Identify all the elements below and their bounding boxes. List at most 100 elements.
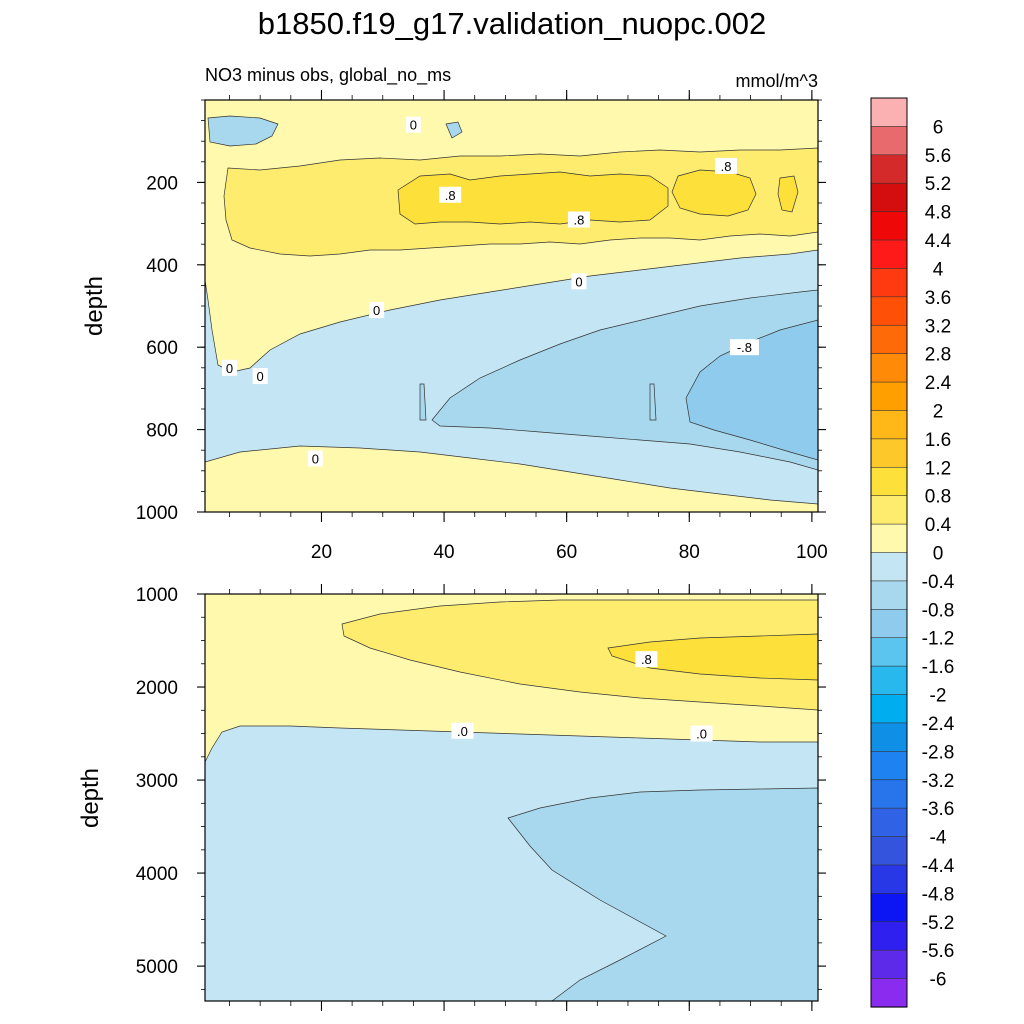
upper-surface-negative [207,115,279,147]
colorbar-swatch [870,893,908,923]
colorbar-label: -4.8 [922,884,955,905]
contour-label-bg [369,302,385,319]
colorbar-swatch [870,836,908,866]
colorbar-swatch [870,523,908,554]
lower-ticks: 1000 2000 3000 4000 5000 [136,584,826,1011]
colorbar-swatch [870,495,908,525]
colorbar-swatch [870,126,908,156]
y-tick-label: 5000 [136,957,178,978]
contour-label-bg [252,368,268,385]
y-tick-label: 1000 [136,585,178,606]
y-tick-label: 3000 [136,771,178,792]
colorbar-label: -4 [930,828,947,849]
y-tick-label: 800 [146,421,178,442]
colorbar-label: 6 [933,117,944,138]
y-tick-label: 400 [146,256,178,277]
lower-plot-frame [204,593,819,1002]
colorbar-label: 4.8 [925,203,951,224]
colorbar-swatch [870,609,908,639]
y-tick-label: 600 [146,338,178,359]
colorbar-swatch [870,864,908,894]
upper-surface-negative-b [445,121,463,139]
colorbar-swatch [870,949,908,980]
contour-label-bg [635,651,658,668]
colorbar-swatch [870,580,908,610]
upper-units-label: mmol/m^3 [736,71,818,91]
colorbar-swatch [870,779,908,809]
upper-core-neg-12 [685,319,818,461]
upper-patch-08-12-a [397,171,669,225]
colorbar-label: 0.8 [925,487,951,508]
colorbar-label: 3.6 [925,288,951,309]
colorbar-swatch [870,751,908,781]
x-tick-label: 60 [556,542,577,563]
colorbar-swatch [870,665,908,696]
lower-ylabel: depth [77,768,104,828]
x-tick-label: 40 [433,542,454,563]
colorbar-swatch [870,410,908,440]
colorbar-swatch [870,807,908,838]
upper-ylabel: depth [81,276,108,336]
colorbar-label: -2 [930,686,947,707]
colorbar-swatch [870,921,908,951]
colorbar-swatch [870,637,908,667]
colorbar-swatch [870,324,908,355]
lower-contour-labels: .8 .0 .0 [451,651,713,742]
figure-title: b1850.f19_g17.validation_nuopc.002 [258,6,767,41]
colorbar-swatch [870,296,908,326]
colorbar: 6 5.6 5.2 4.8 4.4 4 3.6 3.2 2.8 2.4 2 1.6 1.2 0.8 0.4 0… [870,97,955,1008]
contour-label-bg [567,211,590,228]
colorbar-swatch [870,381,908,412]
colorbar-label: 2 [933,401,944,422]
colorbar-label: 1.6 [925,430,951,451]
contour-label: 0 [410,118,417,133]
x-tick-label: 100 [796,542,828,563]
contour-label: .8 [574,212,585,227]
colorbar-label: 4.4 [925,231,952,252]
colorbar-label: 4 [933,259,944,280]
contour-label: 0 [575,274,582,289]
y-tick-label: 200 [146,173,178,194]
contour-label: .8 [721,159,732,174]
colorbar-label: -1.2 [922,629,955,650]
x-tick-label: 20 [311,542,332,563]
upper-panel: NO3 minus obs, global_no_ms mmol/m^3 200… [81,65,828,563]
contour-label-bg [690,725,713,742]
colorbar-label: -2.8 [922,742,955,763]
colorbar-swatch [870,211,908,241]
y-tick-label: 1000 [136,503,178,524]
colorbar-label: -3.6 [922,799,955,820]
contour-label: 0 [312,451,319,466]
colorbar-label: 0 [933,544,944,565]
contour-label-bg [729,339,759,356]
colorbar-label: 2.4 [925,373,952,394]
colorbar-label: 5.2 [925,174,951,195]
contour-label-bg [222,359,238,376]
colorbar-label: -2.4 [922,714,955,735]
colorbar-swatch [870,239,908,270]
colorbar-swatch [870,978,908,1008]
colorbar-swatch [870,722,908,752]
contour-label-bg [405,116,421,133]
colorbar-swatch [870,182,908,213]
colorbar-label: -5.6 [922,941,955,962]
colorbar-frame [870,97,908,1008]
colorbar-swatch [870,154,908,184]
contour-label: .0 [696,727,707,742]
colorbar-label: -0.8 [922,600,955,621]
lower-band-04-08 [341,599,818,711]
contour-label: 0 [373,303,380,318]
contour-label-bg [307,450,323,467]
contour-label: .0 [457,724,468,739]
upper-ticks: 200 400 600 800 1000 20 40 60 80 100 [136,90,828,563]
colorbar-label: -3.2 [922,771,955,792]
colorbar-label: -4.4 [922,856,955,877]
contour-label-bg [715,157,738,174]
colorbar-label: 3.2 [925,316,951,337]
lower-contour-fill [205,594,818,1001]
lower-panel: 1000 2000 3000 4000 5000 .8 .0 .0 depth [77,584,826,1011]
colorbar-swatch [870,552,908,582]
colorbar-label: -5.2 [922,913,955,934]
colorbar-label: 2.8 [925,345,951,366]
